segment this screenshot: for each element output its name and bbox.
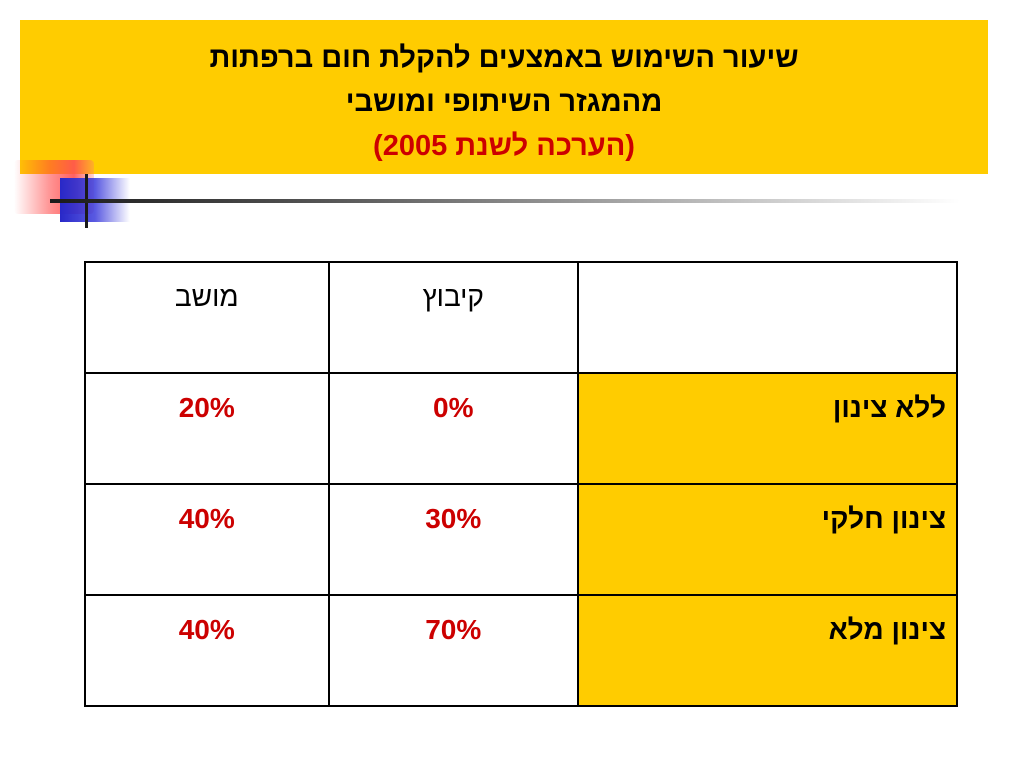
slide-title-line-2: מהמגזר השיתופי ומושבי bbox=[345, 86, 663, 118]
decorative-horizontal-rule bbox=[50, 199, 960, 203]
cell-value-kibbutz: 0% bbox=[327, 372, 579, 485]
cell-value-moshav: 20% bbox=[84, 372, 330, 485]
row-label-full-cooling: צינון מלא bbox=[576, 594, 959, 707]
column-header-kibbutz: קיבוץ bbox=[327, 261, 579, 374]
cell-value-kibbutz: 30% bbox=[327, 483, 579, 596]
cell-value-kibbutz: 70% bbox=[327, 594, 579, 707]
row-label-no-cooling: ללא צינון bbox=[576, 372, 959, 485]
column-header-moshav: מושב bbox=[84, 261, 330, 374]
cooling-usage-table: קיבוץ מושב ללא צינון 0% 20% צינון חלקי 3… bbox=[84, 261, 959, 707]
slide-title-line-1: שיעור השימוש באמצעים להקלת חום ברפתות bbox=[209, 42, 799, 74]
slide-subtitle-year: (הערכה לשנת 2005) bbox=[373, 130, 635, 162]
row-label-partial-cooling: צינון חלקי bbox=[576, 483, 959, 596]
cell-value-moshav: 40% bbox=[84, 594, 330, 707]
table-header-row: קיבוץ מושב bbox=[84, 261, 959, 374]
table-row: ללא צינון 0% 20% bbox=[84, 372, 959, 485]
table-corner-cell bbox=[576, 261, 959, 374]
table-row: צינון מלא 70% 40% bbox=[84, 594, 959, 707]
table-row: צינון חלקי 30% 40% bbox=[84, 483, 959, 596]
cell-value-moshav: 40% bbox=[84, 483, 330, 596]
title-banner: שיעור השימוש באמצעים להקלת חום ברפתות מה… bbox=[20, 20, 988, 174]
